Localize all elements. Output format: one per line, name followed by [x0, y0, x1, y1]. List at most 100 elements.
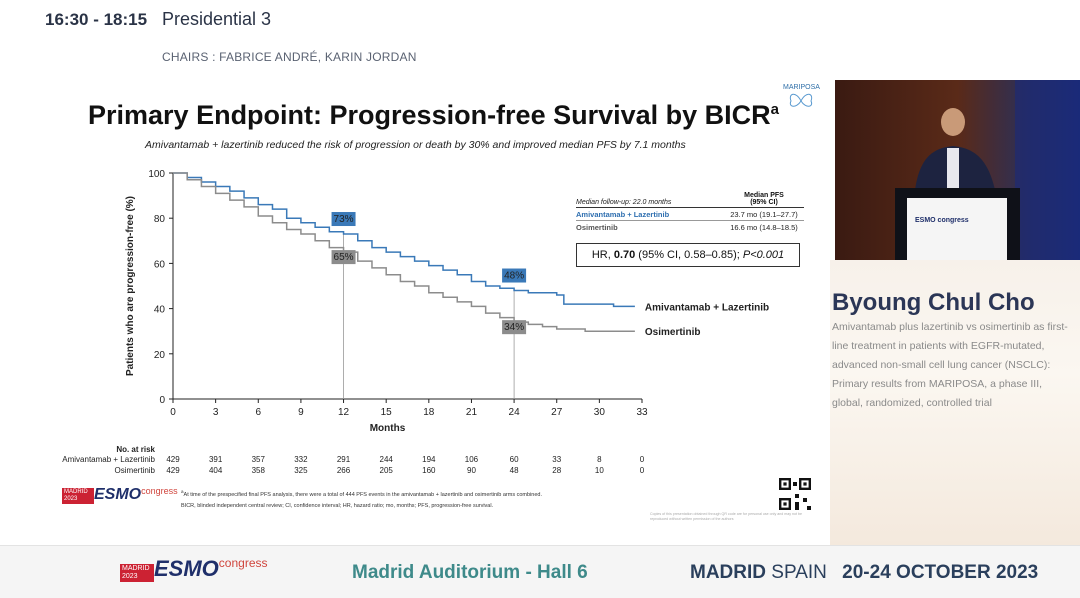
session-time: 16:30 - 18:15 — [45, 10, 148, 29]
annotation-box — [331, 212, 356, 227]
at-risk-value: 0 — [640, 466, 645, 475]
at-risk-value: 0 — [640, 455, 645, 464]
median-value-osi: 16.6 mo (14.8–18.5) — [730, 223, 798, 232]
footnote-2: BICR, blinded independent central review… — [181, 503, 494, 509]
at-risk-title: No. at risk — [116, 445, 155, 454]
median-row-ami: Amivantamab + Lazertinib 23.7 mo (19.1–2… — [576, 210, 804, 221]
median-value-ami: 23.7 mo (19.1–27.7) — [730, 210, 798, 219]
x-tick-label: 12 — [338, 407, 350, 418]
at-risk-value: 10 — [595, 466, 604, 475]
x-axis-label: Months — [370, 423, 406, 434]
at-risk-value: 194 — [422, 455, 436, 464]
talk-title: Amivantamab plus lazertinib vs osimertin… — [832, 321, 1068, 409]
session-chairs: CHAIRS : FABRICE ANDRÉ, KARIN JORDAN — [162, 50, 417, 64]
venue-hall: Madrid Auditorium - Hall 6 — [352, 562, 588, 583]
podium-esmo-label: ESMO congress — [915, 217, 969, 224]
at-risk-value: 357 — [252, 455, 266, 464]
at-risk-value: 60 — [510, 455, 519, 464]
footer-esmo-congress: congress — [218, 556, 268, 570]
series-label: Amivantamab + Lazertinib — [645, 302, 769, 313]
at-risk-value: 325 — [294, 466, 308, 475]
at-risk-value: 332 — [294, 455, 308, 464]
annotation-label: 34% — [504, 322, 524, 333]
at-risk-value: 48 — [510, 466, 519, 475]
presentation-slide — [23, 80, 828, 525]
footer-esmo-logo: MADRID 2023 ESMO congress — [120, 556, 268, 582]
mariposa-logo: MARIPOSA — [783, 84, 820, 113]
butterfly-icon — [790, 93, 813, 107]
x-tick-label: 18 — [423, 407, 435, 418]
footer-esmo-word: ESMO — [154, 556, 219, 581]
y-tick-label: 0 — [159, 395, 165, 406]
y-axis-label: Patients who are progression-free (%) — [125, 196, 136, 376]
y-tick-label: 60 — [154, 259, 166, 270]
at-risk-value: 106 — [465, 455, 479, 464]
venue-city: MADRID SPAIN 20-24 OCTOBER 2023 — [690, 562, 1038, 584]
at-risk-value: 429 — [166, 455, 180, 464]
at-risk-value: 404 — [209, 466, 223, 475]
annotation-label: 48% — [504, 271, 524, 282]
at-risk-value: 429 — [166, 466, 180, 475]
at-risk-value: 358 — [252, 466, 266, 475]
at-risk-value: 33 — [552, 455, 561, 464]
at-risk-value: 160 — [422, 466, 436, 475]
y-tick-label: 100 — [148, 169, 165, 180]
x-tick-label: 21 — [466, 407, 478, 418]
at-risk-value: 205 — [380, 466, 394, 475]
speaker-name: Byoung Chul Cho — [832, 289, 1035, 316]
x-tick-label: 6 — [255, 407, 261, 418]
hr-prefix: HR, — [591, 249, 614, 261]
at-risk-value: 8 — [597, 455, 602, 464]
at-risk-value: 291 — [337, 455, 351, 464]
x-tick-label: 33 — [636, 407, 648, 418]
median-arm-osi: Osimertinib — [576, 223, 618, 232]
median-followup: Median follow-up: 22.0 months — [576, 199, 672, 206]
slide-esmo-logo: MADRID 2023 ESMO congress — [62, 486, 178, 504]
event-dates: 20-24 OCTOBER 2023 — [842, 562, 1039, 583]
speaker-panel — [830, 260, 1080, 545]
video-frame: ESMO congress — [835, 80, 1080, 260]
at-risk-value: 391 — [209, 455, 223, 464]
at-risk-value: 28 — [552, 466, 561, 475]
hr-rest: (95% CI, 0.58–0.85); — [635, 249, 743, 261]
qr-code[interactable] — [779, 478, 811, 510]
slide-title-text: Primary Endpoint: Progression-free Survi… — [88, 100, 771, 130]
at-risk-arm-label: Osimertinib — [115, 466, 156, 475]
hr-value: 0.70 — [613, 249, 636, 261]
qr-code-icon — [779, 478, 811, 510]
median-row-osi: Osimertinib 16.6 mo (14.8–18.5) — [576, 223, 804, 232]
slide-esmo-badge: MADRID 2023 — [62, 488, 94, 504]
footnote-1-marker: a — [181, 489, 184, 494]
copyright-note: Copies of this presentation obtained thr… — [650, 512, 803, 521]
series-line-amivantamab — [173, 172, 635, 308]
median-arm-ami: Amivantamab + Lazertinib — [576, 210, 670, 219]
at-risk-value: 244 — [380, 455, 394, 464]
x-tick-label: 15 — [381, 407, 393, 418]
session-title: Presidential 3 — [162, 9, 272, 29]
y-tick-label: 20 — [154, 350, 166, 361]
slide-title: Primary Endpoint: Progression-free Survi… — [88, 100, 779, 131]
series-label: Osimertinib — [645, 327, 701, 338]
at-risk-value: 90 — [467, 466, 476, 475]
slide-esmo-word: ESMO — [94, 486, 142, 503]
annotation-box — [502, 320, 527, 335]
annotation-box — [331, 250, 356, 265]
footnote-1: aAt time of the prespecified final PFS a… — [181, 489, 621, 498]
footer-esmo-badge: MADRID 2023 — [120, 564, 154, 582]
annotation-label: 73% — [334, 214, 354, 225]
city-bold: MADRID — [690, 562, 766, 583]
x-tick-label: 0 — [170, 407, 176, 418]
annotation-label: 65% — [334, 252, 354, 263]
footnote-1-text: At time of the prespecified final PFS an… — [183, 491, 542, 498]
x-tick-label: 24 — [509, 407, 521, 418]
median-header: Median PFS (95% CI) — [744, 192, 784, 206]
mariposa-logo-label: MARIPOSA — [783, 84, 820, 91]
footer-bar — [0, 545, 1080, 598]
series-line-osimertinib — [173, 172, 635, 332]
speaker-video: ESMO congress — [835, 80, 1080, 260]
hr-p: P<0.001 — [742, 249, 785, 261]
at-risk-arm-label: Amivantamab + Lazertinib — [62, 455, 155, 464]
y-tick-label: 80 — [154, 214, 166, 225]
median-pfs-table: Median follow-up: 22.0 months Median PFS… — [576, 192, 804, 232]
